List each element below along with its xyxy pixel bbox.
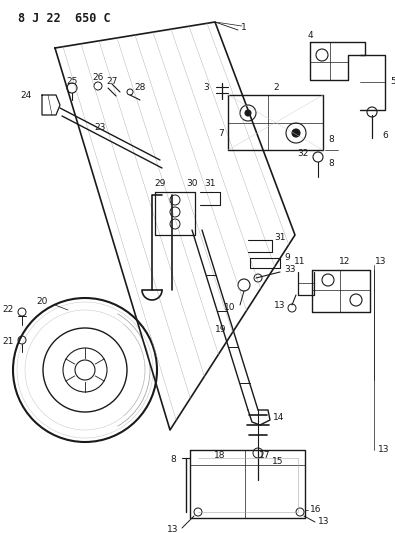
Text: 13: 13 [378, 446, 389, 455]
Text: 8: 8 [328, 158, 334, 167]
Text: 29: 29 [154, 179, 166, 188]
Text: 33: 33 [284, 265, 295, 274]
Text: 18: 18 [214, 450, 226, 459]
Text: 13: 13 [375, 257, 386, 266]
Text: 10: 10 [224, 303, 235, 312]
Text: 15: 15 [272, 457, 284, 466]
Text: 4: 4 [307, 30, 313, 39]
Circle shape [292, 129, 300, 137]
Text: 9: 9 [284, 254, 290, 262]
Text: 6: 6 [382, 131, 388, 140]
Text: 32: 32 [297, 149, 308, 157]
Text: 26: 26 [92, 74, 103, 83]
Text: 28: 28 [134, 84, 146, 93]
Text: 24: 24 [21, 91, 32, 100]
Text: 2: 2 [273, 83, 279, 92]
Text: 8: 8 [328, 135, 334, 144]
Text: 16: 16 [310, 505, 322, 514]
Circle shape [245, 110, 251, 116]
Text: 21: 21 [3, 337, 14, 346]
Text: 25: 25 [66, 77, 78, 86]
Text: 11: 11 [294, 257, 306, 266]
Text: 13: 13 [273, 302, 285, 311]
Text: 31: 31 [274, 233, 286, 243]
Text: 7: 7 [218, 128, 224, 138]
Text: 13: 13 [167, 526, 178, 533]
Text: 19: 19 [215, 326, 226, 335]
Text: 1: 1 [241, 23, 247, 33]
Text: 14: 14 [273, 414, 284, 423]
Text: 13: 13 [318, 518, 329, 527]
Text: 23: 23 [94, 124, 106, 133]
Text: 20: 20 [37, 297, 48, 306]
Text: 8: 8 [170, 456, 176, 464]
Text: 3: 3 [203, 83, 209, 92]
Text: 30: 30 [186, 179, 198, 188]
Text: 5: 5 [390, 77, 395, 86]
Text: 8 J 22  650 C: 8 J 22 650 C [18, 12, 111, 25]
Text: 12: 12 [339, 257, 351, 266]
Text: 31: 31 [204, 179, 216, 188]
Text: 22: 22 [3, 305, 14, 314]
Text: 17: 17 [259, 450, 271, 459]
Text: 27: 27 [106, 77, 118, 86]
